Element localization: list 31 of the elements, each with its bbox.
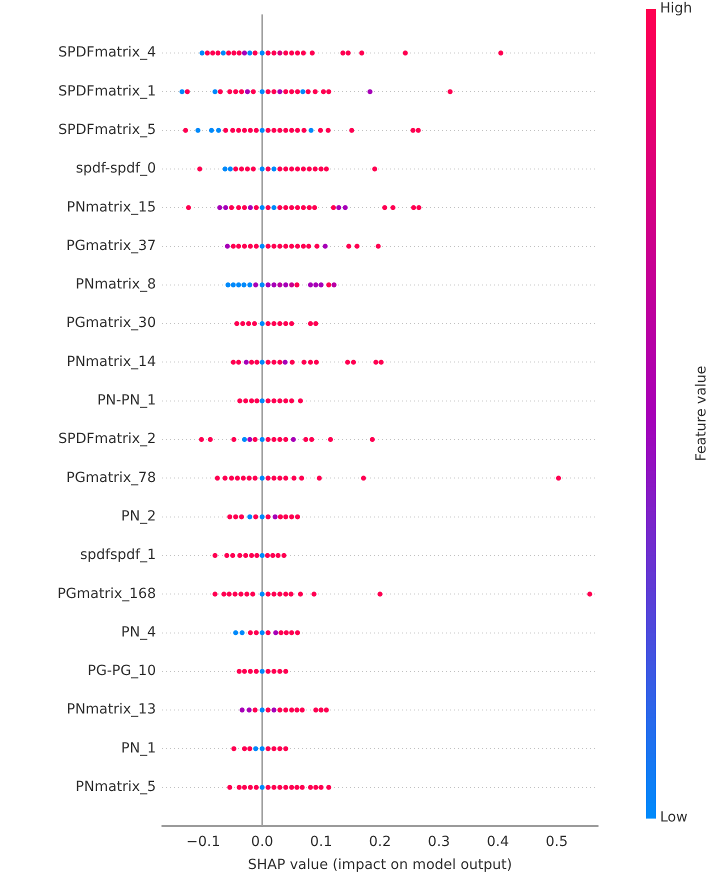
x-tick-label: 0.3 — [428, 834, 450, 850]
color-bar-label: High — [660, 0, 692, 17]
y-tick-label: PNmatrix_5 — [76, 778, 156, 795]
color-bar-label: Low — [660, 810, 688, 826]
y-tick-label: PGmatrix_78 — [66, 470, 156, 486]
y-tick-label: SPDFmatrix_5 — [58, 122, 156, 138]
y-tick-label: SPDFmatrix_4 — [58, 44, 156, 61]
y-tick-label: PNmatrix_8 — [76, 276, 156, 293]
y-tick-label: PN_2 — [121, 508, 156, 524]
y-tick-label: PGmatrix_30 — [66, 315, 156, 332]
x-tick-label: 0.0 — [251, 834, 274, 850]
x-tick-label: 0.2 — [368, 834, 392, 850]
y-tick-label: PNmatrix_13 — [66, 702, 156, 718]
y-tick-label: spdf-spdf_0 — [76, 160, 156, 177]
y-tick-label: PN-PN_1 — [97, 392, 156, 409]
y-tick-label: SPDFmatrix_2 — [58, 431, 156, 448]
y-tick-label: PGmatrix_37 — [66, 238, 156, 254]
x-tick-label: −0.1 — [186, 834, 220, 850]
y-tick-label: PG-PG_10 — [88, 663, 156, 680]
y-tick-label: PN_1 — [121, 740, 156, 756]
y-tick-label: PNmatrix_15 — [66, 199, 156, 216]
y-tick-label: PN_4 — [121, 624, 156, 640]
x-tick-label: 0.5 — [546, 834, 568, 850]
y-tick-label: PNmatrix_14 — [66, 354, 156, 370]
x-tick-label: 0.4 — [486, 834, 510, 850]
x-axis-title: SHAP value (impact on model output) — [248, 857, 512, 874]
y-tick-label: PGmatrix_168 — [57, 586, 156, 602]
y-tick-label: SPDFmatrix_1 — [58, 83, 156, 100]
color-bar-title: Feature value — [694, 366, 710, 462]
y-tick-label: spdfspdf_1 — [80, 547, 156, 564]
x-tick-label: 0.1 — [310, 834, 332, 850]
